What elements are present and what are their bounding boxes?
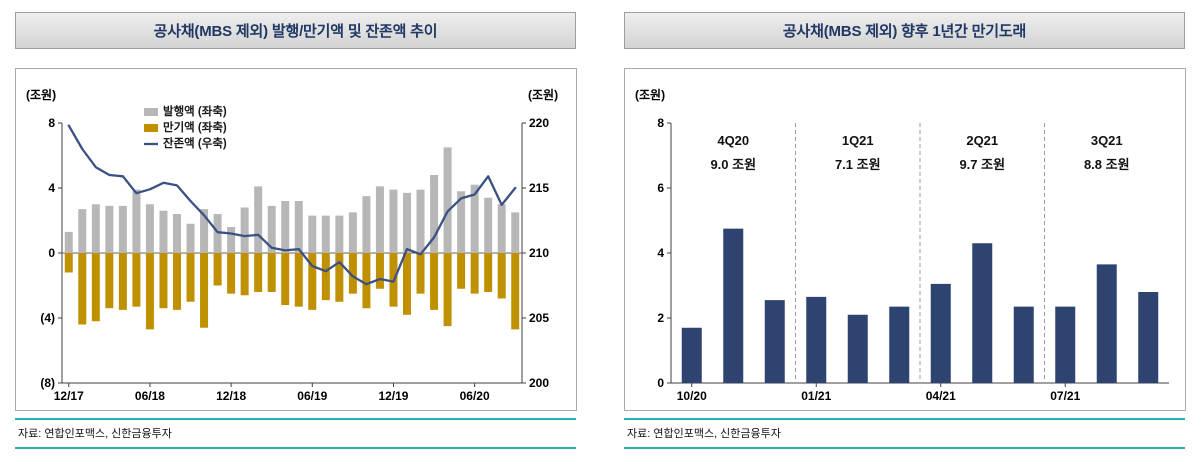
svg-text:10/20: 10/20 bbox=[677, 389, 707, 403]
svg-text:210: 210 bbox=[529, 246, 549, 260]
left-chart-title: 공사채(MBS 제외) 발행/만기액 및 잔존액 추이 bbox=[15, 12, 576, 49]
svg-text:205: 205 bbox=[529, 311, 549, 325]
left-chart-area: 8 4 0 (4) (8) 220 215 210 205 200 12/17 06/18 12/18 0… bbox=[15, 68, 577, 411]
svg-text:(8): (8) bbox=[40, 376, 55, 390]
svg-text:220: 220 bbox=[529, 116, 549, 130]
right-chart-area: 0 2 4 6 8 10/20 01/21 04/21 07/21 (조원) 4Q20 9.0 조원 1… bbox=[624, 68, 1186, 411]
svg-text:2Q21: 2Q21 bbox=[966, 133, 998, 148]
left-axes: 8 4 0 (4) (8) 220 215 210 205 200 12/17 06/18 12/18 0… bbox=[40, 116, 549, 403]
svg-text:12/17: 12/17 bbox=[54, 389, 84, 403]
issuance-bars bbox=[64, 147, 520, 254]
svg-text:06/18: 06/18 bbox=[135, 389, 165, 403]
left-chart-svg: 8 4 0 (4) (8) 220 215 210 205 200 12/17 06/18 12/18 0… bbox=[26, 88, 558, 403]
svg-text:12/18: 12/18 bbox=[216, 389, 246, 403]
svg-text:12/19: 12/19 bbox=[378, 389, 408, 403]
svg-text:06/20: 06/20 bbox=[460, 389, 490, 403]
right-chart-svg: 0 2 4 6 8 10/20 01/21 04/21 07/21 (조원) 4Q20 9.0 조원 1… bbox=[635, 88, 1169, 403]
left-source-text: 자료: 연합인포맥스, 신한금융투자 bbox=[18, 428, 172, 440]
svg-text:200: 200 bbox=[529, 376, 549, 390]
right-source-text: 자료: 연합인포맥스, 신한금융투자 bbox=[627, 428, 781, 440]
maturity-due-bars bbox=[681, 228, 1159, 384]
svg-text:3Q21: 3Q21 bbox=[1091, 133, 1123, 148]
left-source-row: 자료: 연합인포맥스, 신한금융투자 bbox=[15, 418, 576, 449]
svg-text:0: 0 bbox=[657, 376, 664, 390]
right-chart-title: 공사채(MBS 제외) 향후 1년간 만기도래 bbox=[624, 12, 1185, 49]
svg-text:4: 4 bbox=[48, 181, 55, 195]
right-unit: (조원) bbox=[635, 88, 665, 102]
outstanding-line bbox=[67, 124, 517, 286]
svg-text:4: 4 bbox=[657, 246, 664, 260]
quarter-separators bbox=[795, 123, 1045, 383]
report-charts-row: 공사채(MBS 제외) 발행/만기액 및 잔존액 추이 8 4 0 (4) (8) 220… bbox=[14, 10, 1186, 449]
svg-text:발행액 (좌축): 발행액 (좌축) bbox=[163, 104, 227, 118]
maturity-bars bbox=[64, 253, 520, 330]
svg-text:6: 6 bbox=[657, 181, 664, 195]
svg-text:2: 2 bbox=[657, 311, 664, 325]
svg-text:07/21: 07/21 bbox=[1050, 389, 1080, 403]
svg-text:8.8 조원: 8.8 조원 bbox=[1084, 157, 1130, 172]
svg-text:9.7 조원: 9.7 조원 bbox=[959, 157, 1005, 172]
svg-text:04/21: 04/21 bbox=[926, 389, 956, 403]
svg-text:7.1 조원: 7.1 조원 bbox=[835, 157, 881, 172]
left-unit-right: (조원) bbox=[528, 88, 558, 102]
svg-text:잔존액 (우축): 잔존액 (우축) bbox=[163, 136, 227, 150]
svg-text:01/21: 01/21 bbox=[801, 389, 831, 403]
left-unit-left: (조원) bbox=[26, 88, 56, 102]
svg-text:0: 0 bbox=[48, 246, 55, 260]
left-chart-legend: 발행액 (좌축) 만기액 (좌축) 잔존액 (우축) bbox=[144, 104, 227, 150]
svg-text:(4): (4) bbox=[40, 311, 55, 325]
svg-text:4Q20: 4Q20 bbox=[717, 133, 749, 148]
svg-text:215: 215 bbox=[529, 181, 549, 195]
svg-text:8: 8 bbox=[657, 116, 664, 130]
right-source-row: 자료: 연합인포맥스, 신한금융투자 bbox=[624, 418, 1185, 449]
svg-text:만기액 (좌축): 만기액 (좌축) bbox=[163, 120, 227, 134]
quarter-annotations: 4Q20 9.0 조원 1Q21 7.1 조원 2Q21 9.7 조원 3Q21 8.8 조원 bbox=[710, 133, 1129, 172]
svg-text:06/19: 06/19 bbox=[297, 389, 327, 403]
svg-text:1Q21: 1Q21 bbox=[842, 133, 874, 148]
svg-text:8: 8 bbox=[48, 116, 55, 130]
svg-text:9.0 조원: 9.0 조원 bbox=[710, 157, 756, 172]
right-chart-panel: 공사채(MBS 제외) 향후 1년간 만기도래 0 2 4 6 8 10/20 01/21 0… bbox=[623, 10, 1186, 449]
left-chart-panel: 공사채(MBS 제외) 발행/만기액 및 잔존액 추이 8 4 0 (4) (8) 220… bbox=[14, 10, 577, 449]
